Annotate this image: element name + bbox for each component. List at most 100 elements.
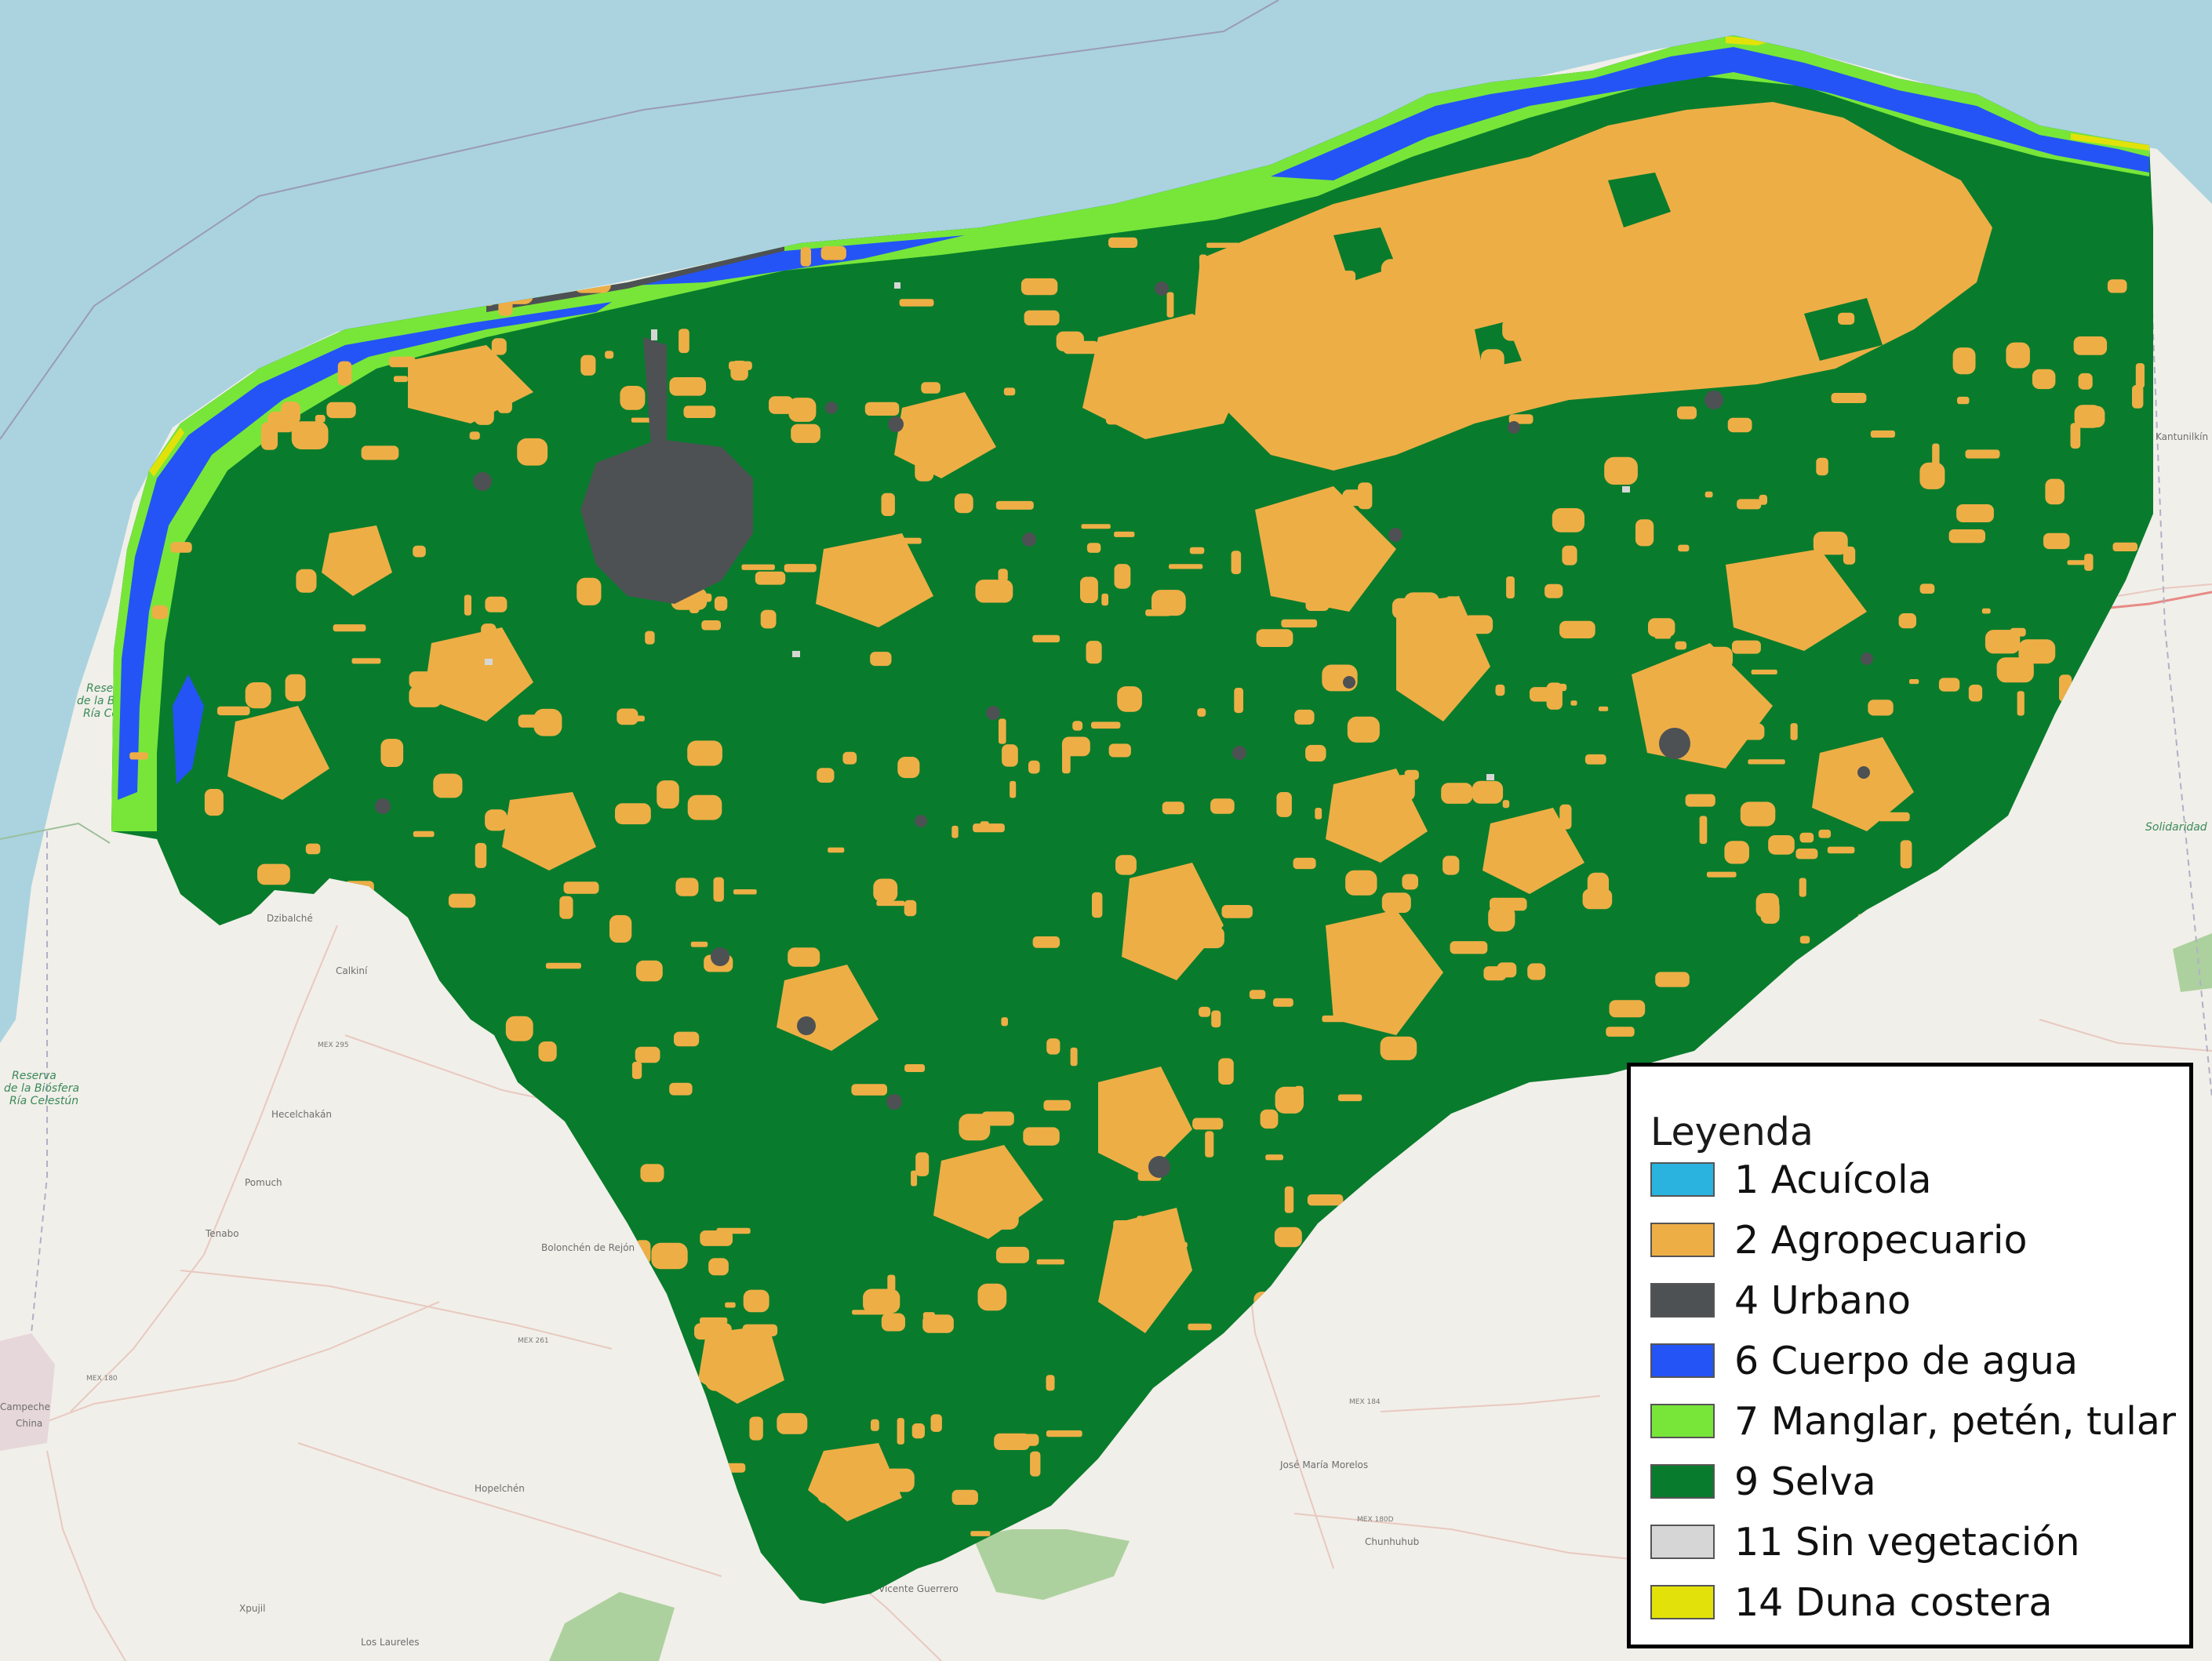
legend-swatch xyxy=(1650,1283,1715,1318)
agropecuario-patch xyxy=(729,361,752,370)
agropecuario-patch xyxy=(377,1278,395,1296)
agropecuario-patch xyxy=(1315,1334,1337,1361)
agropecuario-patch xyxy=(347,925,374,947)
agropecuario-patch xyxy=(179,921,198,936)
agropecuario-patch xyxy=(1589,1267,1606,1288)
agropecuario-patch xyxy=(1393,1554,1406,1564)
agropecuario-patch xyxy=(817,1480,849,1503)
legend-box: Leyenda 1 Acuícola 2 Agropecuario 4 Urbano… xyxy=(1627,1063,2193,1648)
agropecuario-patch xyxy=(1319,362,1348,376)
agropecuario-patch xyxy=(300,1160,337,1169)
agropecuario-patch xyxy=(1868,700,1894,716)
agropecuario-patch xyxy=(1133,1594,1167,1604)
agropecuario-patch xyxy=(1677,406,1697,420)
agropecuario-patch xyxy=(1483,1510,1504,1526)
agropecuario-patch xyxy=(1218,1058,1234,1085)
agropecuario-patch xyxy=(567,1198,586,1226)
agropecuario-patch xyxy=(491,338,507,355)
agropecuario-patch xyxy=(315,415,326,423)
legend-swatch xyxy=(1650,1404,1715,1438)
agropecuario-patch xyxy=(453,1585,476,1600)
agropecuario-patch xyxy=(1552,508,1584,532)
agropecuario-patch xyxy=(915,1152,930,1176)
agropecuario-patch xyxy=(505,1016,533,1041)
agropecuario-patch xyxy=(327,1082,346,1090)
agropecuario-patch xyxy=(1265,1154,1283,1161)
agropecuario-patch xyxy=(1273,1525,1309,1549)
agropecuario-patch xyxy=(1062,746,1071,774)
agropecuario-area xyxy=(1483,808,1584,894)
agropecuario-patch xyxy=(1003,387,1016,396)
agropecuario-patch xyxy=(237,1441,244,1455)
agropecuario-patch xyxy=(1909,679,1919,685)
agropecuario-patch xyxy=(2107,279,2127,293)
svg-text:MEX 295: MEX 295 xyxy=(318,1041,349,1049)
agropecuario-patch xyxy=(1337,1094,1362,1102)
agropecuario-area xyxy=(1726,549,1867,651)
agropecuario-patch xyxy=(1412,1205,1433,1223)
duna-costera xyxy=(149,427,184,477)
svg-text:Kantunilkín: Kantunilkín xyxy=(2156,431,2208,442)
agropecuario-patch xyxy=(289,745,297,754)
agropecuario-patch xyxy=(1480,349,1504,374)
agropecuario-patch xyxy=(464,594,471,616)
agropecuario-patch xyxy=(1711,665,1734,692)
agropecuario-patch xyxy=(749,1416,763,1441)
agropecuario-patch xyxy=(471,1282,486,1301)
agropecuario-patch xyxy=(1399,362,1429,382)
agropecuario-patch xyxy=(1581,1595,1613,1604)
agropecuario-patch xyxy=(1324,1415,1341,1420)
agropecuario-patch xyxy=(2017,691,2025,716)
agropecuario-patch xyxy=(333,624,366,632)
agropecuario-patch xyxy=(700,1230,733,1246)
agropecuario-patch xyxy=(1284,1528,1292,1549)
svg-text:Hopelchén: Hopelchén xyxy=(475,1483,525,1494)
agropecuario-patch xyxy=(481,623,497,645)
agropecuario-area xyxy=(816,533,933,627)
agropecuario-patch xyxy=(1324,1556,1354,1568)
agropecuario-patch xyxy=(354,1419,383,1434)
agropecuario-area xyxy=(1255,486,1396,612)
agropecuario-patch xyxy=(1748,759,1785,765)
svg-text:Vicente Guerrero: Vicente Guerrero xyxy=(879,1583,959,1594)
agropecuario-patch xyxy=(129,752,148,760)
agropecuario-patch xyxy=(800,247,811,267)
agropecuario-patch xyxy=(170,1393,190,1418)
agropecuario-patch xyxy=(851,1084,887,1096)
agropecuario-patch xyxy=(863,543,880,554)
agropecuario-patch xyxy=(1686,277,1697,294)
agropecuario-patch xyxy=(1001,1017,1008,1027)
agropecuario-area xyxy=(424,627,533,721)
agropecuario-patch xyxy=(713,877,724,902)
agropecuario-patch xyxy=(1081,524,1111,529)
agropecuario-patch xyxy=(700,1317,728,1325)
agropecuario-patch xyxy=(1760,900,1780,924)
agropecuario-patch xyxy=(389,1192,420,1212)
agropecuario-patch xyxy=(347,1198,384,1223)
agropecuario-patch xyxy=(1648,618,1675,638)
agropecuario-patch xyxy=(278,1195,304,1205)
agropecuario-patch xyxy=(1358,482,1373,510)
agropecuario-patch xyxy=(1115,855,1137,875)
agropecuario-patch xyxy=(921,382,940,394)
legend-title: Leyenda xyxy=(1650,1110,1814,1154)
agropecuario-patch xyxy=(1134,1109,1159,1117)
agropecuario-patch xyxy=(362,1380,372,1390)
agropecuario-patch xyxy=(1484,1467,1499,1486)
legend-item: 11 Sin vegetación xyxy=(1650,1520,2080,1565)
agropecuario-patch xyxy=(651,1242,688,1270)
agropecuario-patch xyxy=(204,789,224,816)
agropecuario-patch xyxy=(571,824,584,839)
agropecuario-patch xyxy=(1326,1339,1351,1354)
agropecuario-patch xyxy=(1023,1127,1060,1146)
agropecuario-patch xyxy=(887,1274,896,1292)
agropecuario-patch xyxy=(245,755,262,769)
agropecuario-patch xyxy=(340,933,377,947)
agropecuario-patch xyxy=(975,580,1013,603)
agropecuario-patch xyxy=(1199,1006,1211,1017)
urbano-merida-extension xyxy=(643,337,667,447)
agropecuario-patch xyxy=(1032,936,1061,948)
svg-text:China: China xyxy=(16,1418,42,1429)
agropecuario-patch xyxy=(690,941,708,947)
